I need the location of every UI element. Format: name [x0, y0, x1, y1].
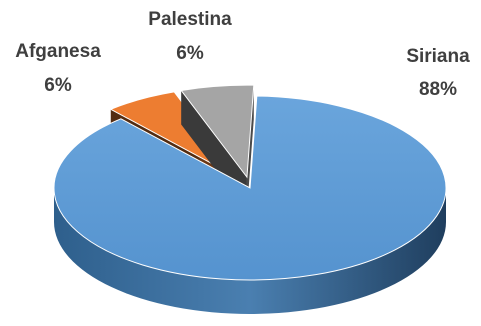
slice-cut-palestina-1 [246, 85, 254, 212]
labels-layer: Siriana 88% Afganesa 6% Palestina 6% [15, 9, 470, 100]
slice-top-siriana [53, 95, 447, 281]
slice-top-palestina [180, 84, 255, 179]
slices-layer [53, 84, 447, 314]
slice-label-palestina-value: 6% [176, 43, 204, 64]
slice-label-siriana-name: Siriana [406, 46, 470, 67]
slice-label-afganesa-value: 6% [44, 75, 72, 96]
slice-siriana [53, 95, 447, 314]
slice-label-siriana-value: 88% [419, 79, 457, 100]
slice-label-afganesa-name: Afganesa [15, 41, 101, 62]
slice-label-palestina-name: Palestina [148, 9, 232, 30]
slice-side-siriana [54, 188, 446, 314]
